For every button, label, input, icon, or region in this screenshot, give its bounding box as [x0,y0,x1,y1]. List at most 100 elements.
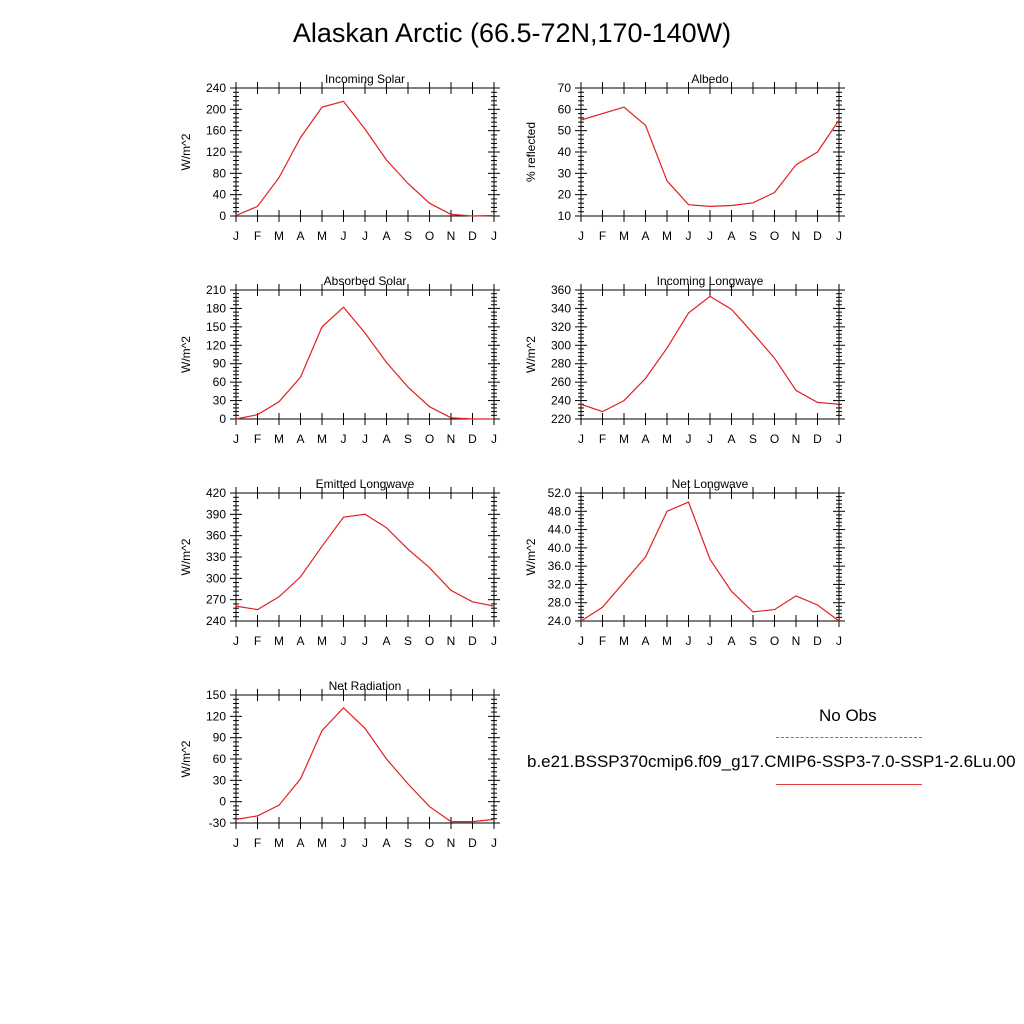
y-tick-label: 30 [558,166,572,180]
series-line [580,295,840,413]
x-tick-label: S [404,229,412,243]
y-tick-label: 24.0 [548,614,572,628]
y-tick-label: 0 [219,412,226,426]
plot-frame [580,492,840,622]
x-tick-label: F [254,432,261,446]
y-tick-label: 90 [213,357,227,371]
x-tick-label: A [296,229,304,243]
x-tick-label: A [641,229,649,243]
x-tick-label: S [749,634,757,648]
y-tick-label: 30 [213,394,227,408]
x-tick-label: S [749,432,757,446]
series-line [235,100,495,217]
x-tick-label: J [707,634,713,648]
y-tick-label: 260 [551,375,571,389]
x-tick-label: O [770,432,779,446]
x-tick-label: A [382,432,390,446]
y-tick-label: 70 [558,81,572,95]
y-tick-label: 390 [206,507,226,521]
y-tick-label: 10 [558,209,572,223]
x-tick-label: M [619,634,629,648]
y-tick-label: 120 [206,709,226,723]
y-tick-label: 48.0 [548,504,572,518]
y-tick-label: -30 [209,816,227,830]
x-tick-label: M [619,229,629,243]
x-tick-label: M [274,432,284,446]
x-tick-label: D [813,229,822,243]
x-tick-label: A [727,229,735,243]
x-tick-label: F [254,836,261,850]
y-tick-label: 32.0 [548,577,572,591]
x-tick-label: J [686,432,692,446]
x-tick-label: M [662,634,672,648]
page-title: Alaskan Arctic (66.5-72N,170-140W) [292,18,732,48]
x-tick-label: D [468,432,477,446]
x-tick-label: A [296,432,304,446]
x-tick-label: F [599,432,606,446]
y-tick-label: 60 [213,375,227,389]
x-tick-label: D [468,229,477,243]
y-tick-label: 0 [219,795,226,809]
plot-frame [235,694,495,824]
y-axis-label: W/m^2 [524,336,538,373]
x-tick-label: A [641,432,649,446]
x-tick-label: J [491,634,497,648]
legend-obs-line [776,737,922,738]
y-tick-label: 160 [206,124,226,138]
x-tick-label: J [341,634,347,648]
plot-frame [235,87,495,217]
x-tick-label: M [317,432,327,446]
plot-frame [235,492,495,622]
chart-title: Net Longwave [672,477,749,491]
x-tick-label: O [770,229,779,243]
y-tick-label: 80 [213,166,227,180]
x-tick-label: N [447,634,456,648]
x-tick-label: N [447,229,456,243]
y-tick-label: 420 [206,486,226,500]
x-tick-label: J [578,634,584,648]
x-tick-label: J [836,229,842,243]
legend-model-label: b.e21.BSSP370cmip6.f09_g17.CMIP6-SSP3-7.… [527,752,1016,771]
x-tick-label: J [491,836,497,850]
x-tick-label: A [382,836,390,850]
y-tick-label: 52.0 [548,486,572,500]
y-tick-label: 120 [206,145,226,159]
x-tick-label: M [317,229,327,243]
y-tick-label: 30 [213,773,227,787]
x-tick-label: J [233,634,239,648]
x-tick-label: D [813,432,822,446]
x-tick-label: A [641,634,649,648]
y-tick-label: 240 [206,614,226,628]
x-tick-label: J [836,432,842,446]
x-tick-label: J [341,432,347,446]
series-line [580,501,840,622]
x-tick-label: S [749,229,757,243]
y-axis-label: W/m^2 [179,740,193,777]
x-tick-label: J [341,836,347,850]
chart-title: Emitted Longwave [316,477,415,491]
x-tick-label: F [254,634,261,648]
y-tick-label: 0 [219,209,226,223]
x-tick-label: M [662,229,672,243]
x-tick-label: M [662,432,672,446]
legend-obs-label: No Obs [819,706,877,725]
x-tick-label: S [404,432,412,446]
x-tick-label: J [362,229,368,243]
x-tick-label: J [362,634,368,648]
y-axis-label: W/m^2 [179,538,193,575]
y-tick-label: 360 [206,529,226,543]
series-line [235,513,495,611]
x-tick-label: J [491,432,497,446]
y-axis-label: % reflected [524,122,538,182]
y-tick-label: 180 [206,301,226,315]
y-tick-label: 90 [213,731,227,745]
x-tick-label: J [686,634,692,648]
x-tick-label: A [382,634,390,648]
x-tick-label: A [727,432,735,446]
x-tick-label: J [491,229,497,243]
y-axis-label: W/m^2 [179,133,193,170]
chart-title: Albedo [691,72,729,86]
y-tick-label: 320 [551,320,571,334]
